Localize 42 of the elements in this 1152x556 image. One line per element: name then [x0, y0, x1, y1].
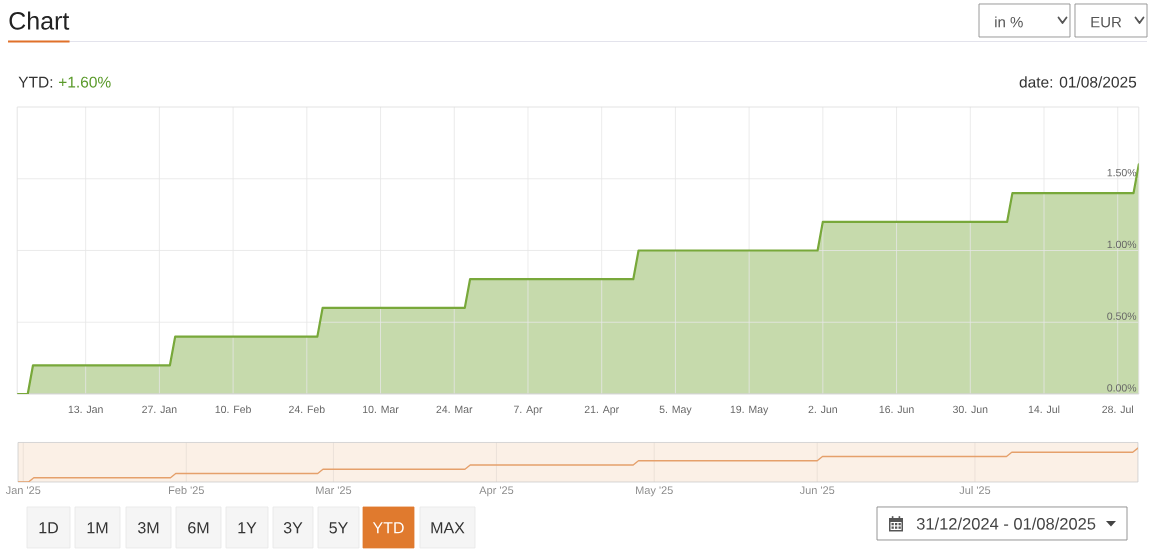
x-tick-label: 7. Apr — [514, 405, 543, 416]
x-tick-label: 28. Jul — [1102, 405, 1133, 414]
y-tick-label: 1.00% — [1107, 240, 1137, 249]
y-tick-label: 1.50% — [1107, 168, 1137, 177]
x-tick-label: 16. Jun — [879, 405, 914, 414]
y-tick-label: 0.50% — [1107, 312, 1137, 320]
x-tick-label: 14. Jul — [1028, 405, 1060, 414]
chart-title: Chart — [9, 11, 70, 30]
text: 1Y — [238, 522, 257, 534]
x-tick-label: 30. Jun — [952, 405, 988, 414]
text: in % — [995, 16, 1023, 28]
x-tick-label: Apr '25 — [479, 486, 514, 497]
text: 31/12/2024 - 01/08/2025 — [916, 517, 1096, 530]
x-tick-label: May '25 — [636, 486, 673, 497]
x-tick-label: 10. Mar — [363, 405, 399, 414]
text: MAX — [431, 522, 465, 534]
x-tick-label: Jul '25 — [959, 486, 991, 495]
text: 5Y — [329, 522, 348, 534]
text: +1.60% — [58, 76, 111, 88]
x-tick-label: Jan '25 — [5, 486, 41, 495]
x-tick-label: 24. Mar — [436, 405, 473, 414]
text: 3M — [138, 522, 159, 534]
x-tick-label: Jun '25 — [799, 486, 835, 495]
text: date: 01/08/2025 — [1019, 76, 1137, 88]
text: 3Y — [283, 522, 303, 534]
x-tick-label: 27. Jan — [142, 405, 177, 414]
text: 1D — [39, 522, 58, 534]
text: 1M — [87, 522, 108, 534]
text: EUR — [1091, 16, 1122, 28]
x-tick-label: Feb '25 — [169, 486, 204, 495]
x-tick-label: 13. Jan — [68, 405, 103, 414]
text: YTD: — [18, 76, 53, 88]
x-tick-label: 21. Apr — [584, 405, 619, 416]
x-tick-label: 2. Jun — [808, 405, 837, 414]
text: YTD — [372, 522, 404, 534]
x-tick-label: 24. Feb — [289, 405, 325, 414]
x-tick-label: 19. May — [730, 405, 769, 416]
x-tick-label: 5. May — [659, 405, 692, 416]
x-tick-label: Mar '25 — [316, 486, 352, 495]
y-tick-label: 0.00% — [1107, 384, 1137, 392]
text: 6M — [188, 522, 209, 534]
x-tick-label: 10. Feb — [215, 405, 251, 414]
